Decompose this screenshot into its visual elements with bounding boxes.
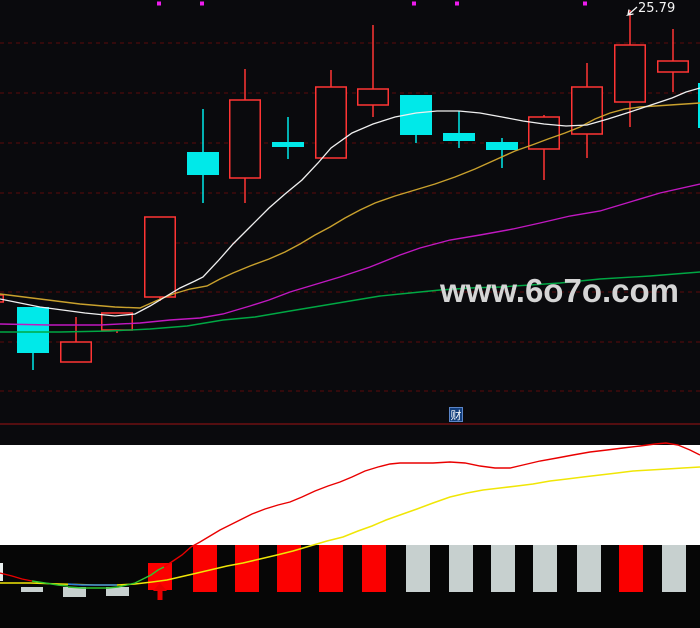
- main-chart-background: [0, 0, 700, 445]
- candlestick-down: [486, 142, 518, 150]
- histogram-bar: [0, 563, 3, 581]
- candlestick-up: [571, 86, 603, 135]
- indicator-fast-line-segment: [31, 580, 69, 587]
- candlestick-down: [187, 152, 219, 175]
- histogram-bar: [319, 545, 343, 592]
- signal-dot: [157, 1, 161, 6]
- buy-arrow-icon: [153, 583, 167, 600]
- indicator-fast-line-segment: [163, 442, 700, 568]
- ma-line-white: [0, 87, 700, 317]
- candlestick-up: [315, 86, 347, 159]
- histogram-bar: [362, 545, 386, 592]
- finance-badge-button[interactable]: 财: [449, 407, 463, 422]
- histogram-bar: [406, 545, 430, 592]
- candlestick-up: [0, 294, 4, 303]
- histogram-bar: [106, 587, 129, 596]
- candlestick-up: [657, 60, 689, 73]
- candlestick-up: [614, 44, 646, 103]
- histogram-bar: [21, 587, 43, 592]
- candlestick-down: [698, 83, 700, 128]
- histogram-bar: [533, 545, 557, 592]
- histogram-bar: [449, 545, 473, 592]
- histogram-bar: [235, 545, 259, 592]
- histogram-bar: [63, 587, 86, 597]
- ma-line-yellow: [0, 102, 700, 309]
- histogram-bar: [577, 545, 601, 592]
- candlestick-down: [272, 142, 304, 147]
- candlestick-up: [60, 341, 92, 363]
- indicator-white-zone: [0, 445, 700, 545]
- signal-dot: [412, 1, 416, 6]
- signal-dot: [455, 1, 459, 6]
- histogram-bar: [277, 545, 301, 592]
- indicator-fast-line-segment: [67, 566, 165, 589]
- histogram-bar: [662, 545, 686, 592]
- candlestick-up: [229, 99, 261, 179]
- histogram-bar: [193, 545, 217, 592]
- ma-line-magenta: [0, 183, 700, 326]
- candlestick-down: [17, 307, 49, 353]
- indicator-fast-line-segment: [0, 572, 33, 582]
- price-label: 25.79: [638, 1, 676, 16]
- histogram-bar: [619, 545, 643, 592]
- candlestick-down: [443, 133, 475, 141]
- price-marker-icon: [625, 6, 638, 17]
- candlestick-up: [144, 216, 176, 298]
- indicator-fast-line-segment: [67, 583, 117, 586]
- indicator-line-yellow: [0, 466, 700, 586]
- signal-dot: [200, 1, 204, 6]
- signal-dot: [583, 1, 587, 6]
- histogram-bar: [491, 545, 515, 592]
- watermark: www.6o7o.com: [440, 272, 679, 309]
- candlestick-up: [357, 88, 389, 106]
- ma-line-green: [0, 271, 700, 333]
